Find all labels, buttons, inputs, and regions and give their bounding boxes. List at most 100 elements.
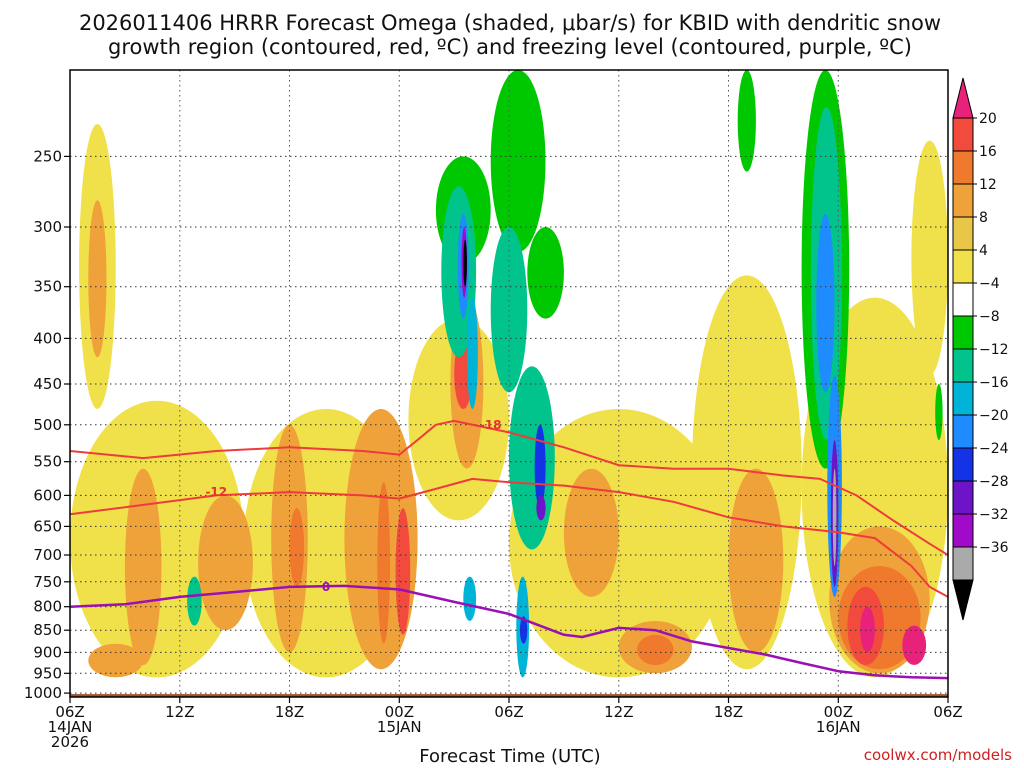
x-tick-label-0-2: 2026 xyxy=(51,733,89,751)
omega-cell-35 xyxy=(490,227,528,393)
colorbar-label-8: −16 xyxy=(979,375,1009,391)
omega-cell-16 xyxy=(563,468,619,597)
x-tick-label-3-1: 15JAN xyxy=(377,718,422,736)
x-tick-label-8-0: 06Z xyxy=(933,703,962,721)
colorbar-label-0: 20 xyxy=(979,111,997,127)
colorbar-seg-1 xyxy=(952,117,974,152)
ground-terrain xyxy=(70,694,948,697)
freezing-level-label: 0 xyxy=(322,580,330,594)
colorbar-label-2: 12 xyxy=(979,177,997,193)
x-tick-label-2-0: 18Z xyxy=(275,703,304,721)
isotherm-label-1: -12 xyxy=(205,485,227,499)
colorbar-seg-4 xyxy=(952,216,974,251)
omega-cell-27 xyxy=(911,140,948,376)
colorbar-label-5: −4 xyxy=(979,276,1000,292)
y-tick-label-950: 950 xyxy=(33,664,62,682)
omega-cell-46 xyxy=(816,213,835,393)
omega-cell-33 xyxy=(466,297,478,409)
chart-title: 2026011406 HRRR Forecast Omega (shaded, … xyxy=(79,11,941,59)
omega-cell-36 xyxy=(527,226,564,319)
y-tick-label-400: 400 xyxy=(33,329,62,347)
omega-cell-10 xyxy=(395,508,411,635)
omega-cell-34 xyxy=(490,70,546,252)
omega-cell-39 xyxy=(536,495,546,521)
colorbar-seg-13 xyxy=(952,513,974,548)
plot-area: -18 -12 0 xyxy=(70,70,948,697)
omega-cell-25 xyxy=(860,606,875,653)
x-tick-label-0-1: 14JAN xyxy=(48,718,93,736)
colorbar-seg-12 xyxy=(952,480,974,515)
colorbar-seg-11 xyxy=(952,447,974,482)
colorbar-seg-2 xyxy=(952,150,974,185)
omega-cell-18 xyxy=(637,634,674,666)
title-line-2: growth region (contoured, red, ºC) and f… xyxy=(108,35,912,59)
colorbar-seg-8 xyxy=(952,348,974,383)
omega-cell-7 xyxy=(289,508,305,587)
freezing-level-line xyxy=(70,584,948,680)
colorbar-label-3: 8 xyxy=(979,210,988,226)
colorbar-seg-7 xyxy=(952,315,974,350)
y-tick-label-450: 450 xyxy=(33,375,62,393)
y-tick-label-500: 500 xyxy=(33,416,62,434)
x-tick-label-3-0: 00Z xyxy=(385,703,414,721)
isotherm-label-0: -18 xyxy=(480,418,502,432)
y-tick-label-900: 900 xyxy=(33,643,62,661)
colorbar-seg-10 xyxy=(952,414,974,449)
y-tick-label-600: 600 xyxy=(33,486,62,504)
y-tick-label-700: 700 xyxy=(33,546,62,564)
isotherm-line-0 xyxy=(70,419,948,556)
title-line-1: 2026011406 HRRR Forecast Omega (shaded, … xyxy=(79,11,941,35)
colorbar-label-7: −12 xyxy=(979,342,1009,358)
isotherm-line-1 xyxy=(70,477,948,598)
omega-cell-11 xyxy=(88,643,144,678)
terrain-band xyxy=(70,694,948,697)
colorbar-label-6: −8 xyxy=(979,309,1000,325)
omega-cell-40 xyxy=(463,576,477,621)
colorbar-label-1: 16 xyxy=(979,144,997,160)
colorbar-bottom-arrow xyxy=(952,579,974,621)
omega-cell-42 xyxy=(519,616,528,644)
omega-cell-5 xyxy=(198,495,253,631)
omega-cell-6 xyxy=(271,424,308,653)
x-tick-label-4-0: 06Z xyxy=(494,703,523,721)
colorbar-seg-9 xyxy=(952,381,974,416)
x-tick-label-7-0: 00Z xyxy=(824,703,853,721)
omega-cell-43 xyxy=(187,576,202,626)
omega-cell-50 xyxy=(737,70,756,172)
colorbar-seg-6 xyxy=(952,282,974,317)
colorbar-label-9: −20 xyxy=(979,408,1009,424)
x-tick-label-7-1: 16JAN xyxy=(816,718,861,736)
omega-cell-49 xyxy=(832,468,837,566)
x-tick-label-0-0: 06Z xyxy=(55,703,84,721)
y-tick-label-350: 350 xyxy=(33,278,62,296)
omega-cell-26 xyxy=(902,625,927,665)
y-tick-label-250: 250 xyxy=(33,147,62,165)
y-tick-label-300: 300 xyxy=(33,218,62,236)
colorbar-label-10: −24 xyxy=(979,441,1009,457)
colorbar-seg-5 xyxy=(952,249,974,284)
colorbar-seg-3 xyxy=(952,183,974,218)
omega-cell-32 xyxy=(463,239,467,287)
colorbar-seg-14 xyxy=(952,546,974,581)
colorbar: 20 16 12 8 4 −4 −8 −12 −16 −20 −24 −28 −32 −36 xyxy=(952,77,1009,621)
y-tick-label-1000: 1000 xyxy=(24,684,62,702)
colorbar-label-13: −36 xyxy=(979,540,1009,556)
x-tick-label-1-0: 12Z xyxy=(165,703,194,721)
omega-cell-51 xyxy=(935,384,943,440)
omega-cell-9 xyxy=(377,482,391,644)
y-tick-label-550: 550 xyxy=(33,453,62,471)
y-axis: 250 300 350 400 450 500 550 600 650 700 750 800 850 9… xyxy=(24,147,70,702)
x-tick-label-6-0: 18Z xyxy=(714,703,743,721)
y-tick-label-750: 750 xyxy=(33,573,62,591)
omega-cell-38 xyxy=(534,424,546,508)
colorbar-label-11: −28 xyxy=(979,474,1009,490)
contour-lines: -18 -12 0 xyxy=(70,418,948,680)
x-axis-title: Forecast Time (UTC) xyxy=(419,746,600,767)
omega-cell-15 xyxy=(509,409,729,678)
omega-cell-37 xyxy=(509,366,555,550)
y-tick-label-850: 850 xyxy=(33,621,62,639)
omega-cell-20 xyxy=(728,468,784,653)
x-tick-label-5-0: 12Z xyxy=(604,703,633,721)
